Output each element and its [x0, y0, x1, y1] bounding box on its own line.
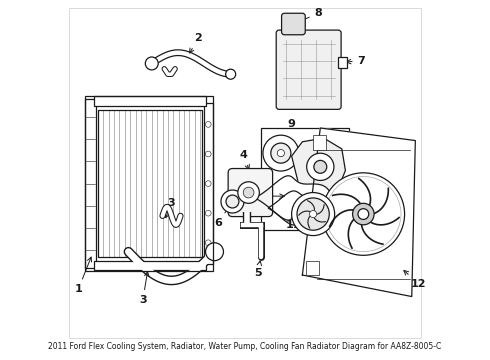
Circle shape	[263, 135, 299, 171]
Bar	[85, 96, 213, 271]
Polygon shape	[269, 191, 329, 225]
Circle shape	[358, 209, 368, 220]
Bar	[261, 128, 349, 230]
Circle shape	[297, 198, 329, 230]
Circle shape	[205, 243, 223, 261]
Circle shape	[205, 210, 211, 216]
Circle shape	[243, 187, 254, 198]
Ellipse shape	[284, 24, 303, 31]
Bar	[338, 57, 347, 68]
Bar	[85, 99, 96, 268]
Circle shape	[205, 240, 211, 246]
Text: 2: 2	[190, 33, 202, 53]
Bar	[95, 96, 205, 107]
Text: 3: 3	[165, 198, 175, 218]
Circle shape	[310, 211, 317, 218]
Circle shape	[238, 182, 259, 203]
Bar	[204, 103, 213, 264]
Circle shape	[314, 161, 327, 173]
Bar	[98, 110, 202, 257]
Circle shape	[205, 181, 211, 186]
Text: 6: 6	[214, 205, 230, 228]
Bar	[313, 135, 326, 149]
Polygon shape	[302, 128, 416, 297]
Text: 11: 11	[286, 214, 301, 230]
Text: 8: 8	[297, 8, 322, 23]
Text: 10: 10	[246, 191, 284, 201]
Text: 2011 Ford Flex Cooling System, Radiator, Water Pump, Cooling Fan Radiator Diagra: 2011 Ford Flex Cooling System, Radiator,…	[49, 342, 441, 351]
Circle shape	[307, 153, 334, 180]
Text: 9: 9	[288, 120, 295, 129]
Text: 7: 7	[346, 55, 366, 66]
Circle shape	[322, 173, 405, 255]
Bar	[95, 261, 205, 270]
Text: 12: 12	[404, 270, 427, 289]
Text: 4: 4	[239, 150, 249, 169]
Circle shape	[226, 195, 239, 208]
Circle shape	[292, 193, 335, 235]
FancyBboxPatch shape	[282, 13, 305, 35]
Circle shape	[271, 143, 291, 163]
Text: 5: 5	[254, 261, 262, 278]
Circle shape	[353, 203, 374, 225]
Text: 1: 1	[74, 257, 92, 294]
Polygon shape	[256, 176, 331, 220]
Circle shape	[277, 149, 285, 157]
Circle shape	[205, 151, 211, 157]
Circle shape	[221, 190, 244, 213]
Circle shape	[146, 57, 158, 70]
FancyBboxPatch shape	[276, 30, 341, 109]
Bar	[306, 261, 318, 275]
Circle shape	[225, 69, 236, 79]
Circle shape	[205, 122, 211, 127]
PathPatch shape	[292, 138, 345, 195]
FancyBboxPatch shape	[228, 168, 272, 217]
Text: 3: 3	[139, 272, 149, 305]
